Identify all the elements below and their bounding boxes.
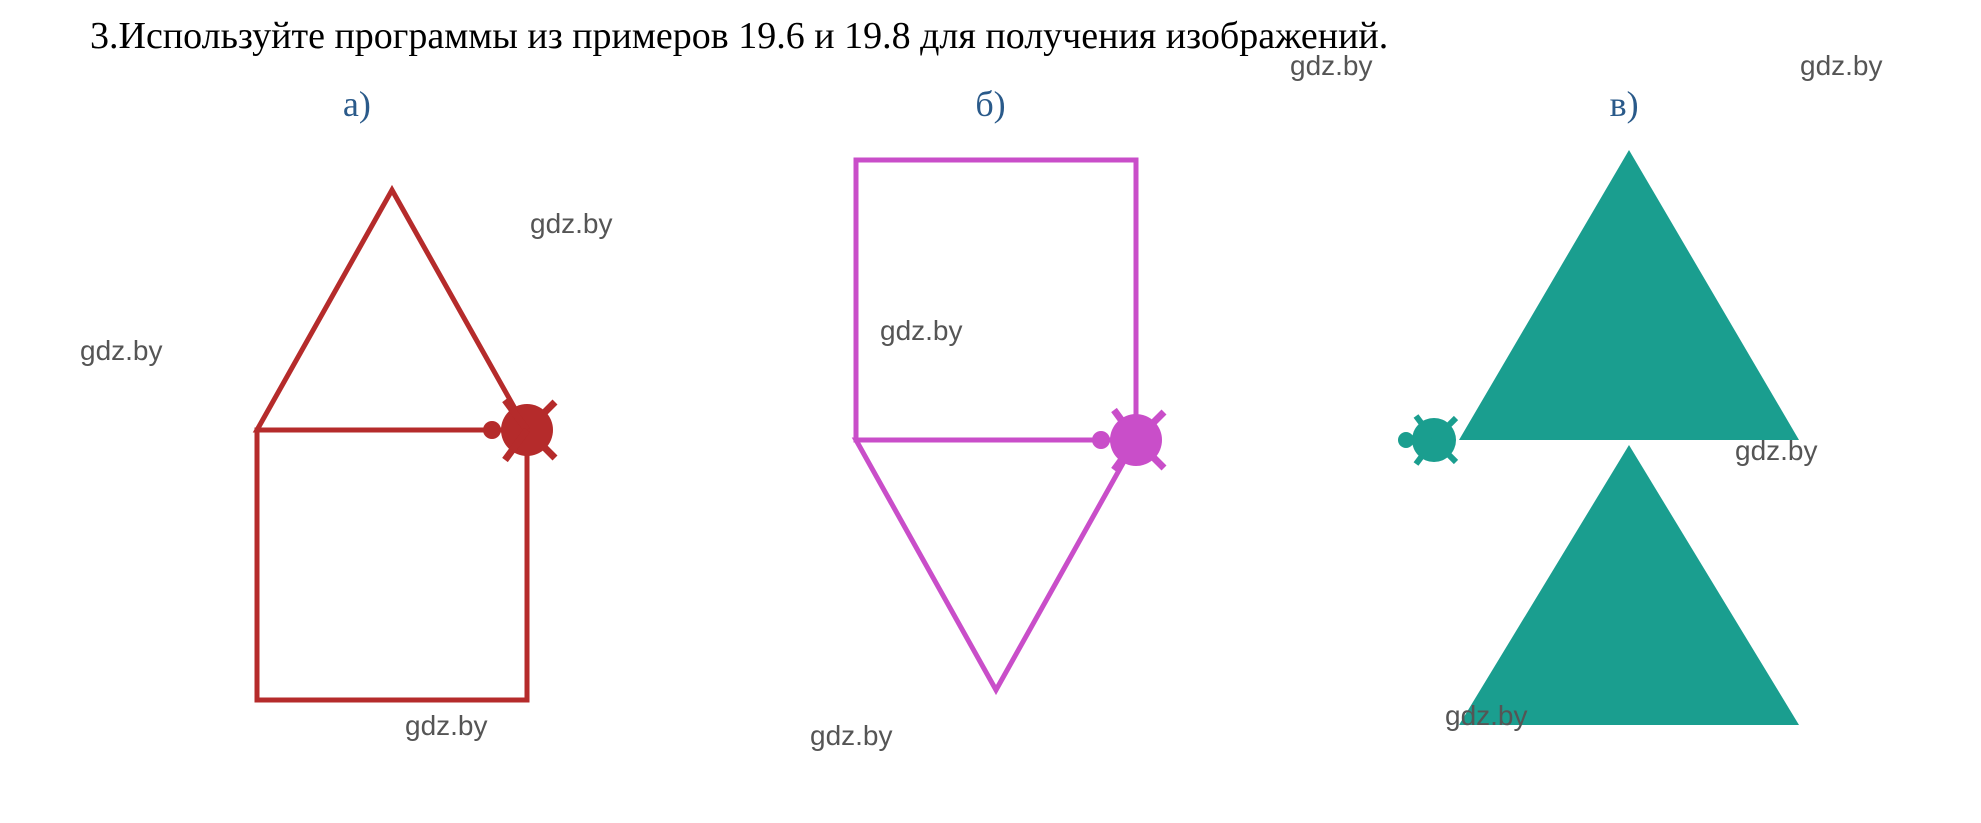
figures-container: а) б) [0, 63, 1981, 770]
instruction-text: 3.Используйте программы из примеров 19.6… [0, 0, 1981, 63]
figure-c-svg [1344, 130, 1904, 770]
figure-a-square [257, 430, 527, 700]
instruction-prefix: 3. [90, 15, 119, 57]
figure-b-turtle-icon [1092, 410, 1164, 470]
figure-c-turtle-icon [1398, 416, 1456, 464]
figure-c-triangle-top [1459, 150, 1799, 440]
figure-a-svg [87, 130, 627, 770]
figure-b-svg [721, 130, 1261, 770]
figure-a-triangle [257, 190, 527, 430]
instruction-body: Используйте программы из примеров 19.6 и… [119, 15, 1389, 57]
figure-c: в) [1307, 83, 1941, 770]
figure-b-label: б) [674, 83, 1308, 125]
figure-b-triangle [856, 440, 1136, 690]
figure-b: б) [674, 83, 1308, 770]
figure-a-label: а) [40, 83, 674, 125]
figure-b-square [856, 160, 1136, 440]
figure-a-turtle-icon [483, 400, 555, 460]
figure-c-label: в) [1307, 83, 1941, 125]
figure-a: а) [40, 83, 674, 770]
figure-c-triangle-bottom [1459, 445, 1799, 725]
